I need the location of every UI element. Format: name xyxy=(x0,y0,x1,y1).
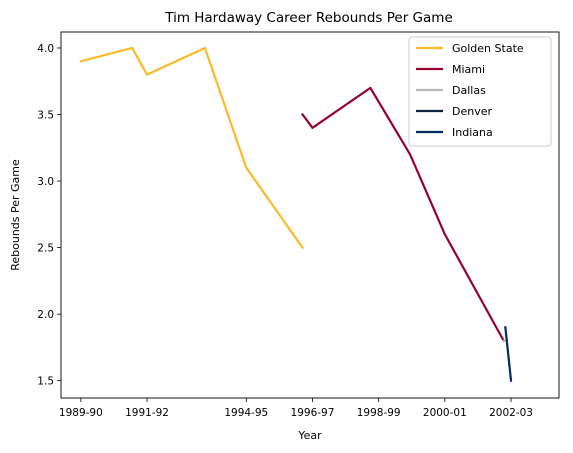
x-tick-label-2: 1994-95 xyxy=(224,407,268,419)
legend: Golden State Miami Dallas Denver Indiana xyxy=(408,36,552,147)
y-axis: 1.5 2.0 2.5 3.0 3.5 4.0 xyxy=(37,43,61,388)
y-tick-label-0: 1.5 xyxy=(37,376,54,388)
legend-label-denver: Denver xyxy=(452,105,492,118)
x-tick-label-0: 1989-90 xyxy=(59,407,103,419)
y-axis-label: Rebounds Per Game xyxy=(9,159,22,271)
y-tick-label-5: 4.0 xyxy=(37,43,54,55)
legend-label-dallas: Dallas xyxy=(452,84,486,97)
legend-label-golden-state: Golden State xyxy=(452,42,524,55)
legend-label-indiana: Indiana xyxy=(452,126,493,139)
legend-box xyxy=(408,36,552,147)
x-tick-label-5: 2000-01 xyxy=(423,407,467,419)
y-tick-label-3: 3.0 xyxy=(37,176,54,188)
x-tick-label-1: 1991-92 xyxy=(125,407,169,419)
y-tick-label-4: 3.5 xyxy=(37,110,54,122)
y-tick-label-2: 2.5 xyxy=(37,243,54,255)
x-tick-label-6: 2002-03 xyxy=(489,407,533,419)
series-line-golden-state xyxy=(79,46,305,250)
series-line-indiana xyxy=(504,326,513,382)
y-tick-label-1: 2.0 xyxy=(37,309,54,321)
chart-title: Tim Hardaway Career Rebounds Per Game xyxy=(164,10,453,26)
x-axis-label: Year xyxy=(297,429,322,442)
series-layer xyxy=(79,46,513,382)
x-axis: 1989-90 1991-92 1994-95 1996-97 1998-99 2000-… xyxy=(59,398,533,419)
series-line-miami xyxy=(301,86,506,343)
plot-frame xyxy=(60,31,560,399)
x-tick-label-3: 1996-97 xyxy=(291,407,335,419)
x-tick-label-4: 1998-99 xyxy=(357,407,401,419)
legend-label-miami: Miami xyxy=(452,63,485,76)
